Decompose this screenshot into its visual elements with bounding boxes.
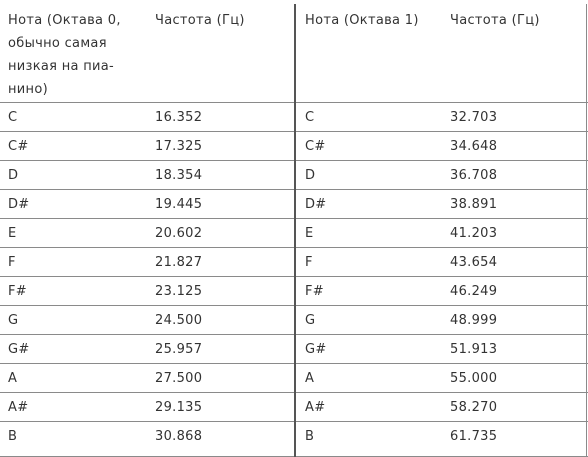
frequency-octave-0-cell: 25.957 <box>155 342 203 357</box>
note-octave-0-cell: F# <box>8 284 27 299</box>
header-frequency-octave-1: Частота (Гц) <box>450 13 540 28</box>
frequency-octave-1-cell: 41.203 <box>450 226 498 241</box>
header-note-octave-0: Нота (Октава 0, обычно самая низкая на п… <box>8 9 121 101</box>
note-octave-1-cell: G# <box>305 342 327 357</box>
note-octave-0-cell: G# <box>8 342 30 357</box>
header-note-octave-1: Нота (Октава 1) <box>305 13 419 28</box>
note-octave-1-cell: D <box>305 168 316 183</box>
note-octave-0-cell: C# <box>8 139 29 154</box>
note-octave-1-cell: B <box>305 429 315 444</box>
note-octave-0-cell: D# <box>8 197 30 212</box>
frequency-octave-0-cell: 29.135 <box>155 400 203 415</box>
table-right-border <box>586 4 587 457</box>
note-octave-1-cell: A# <box>305 400 326 415</box>
frequency-octave-1-cell: 46.249 <box>450 284 498 299</box>
frequency-octave-1-cell: 55.000 <box>450 371 498 386</box>
note-octave-1-cell: A <box>305 371 315 386</box>
note-octave-1-cell: G <box>305 313 316 328</box>
header-note-octave-0-line: обычно самая <box>8 36 107 51</box>
frequency-octave-1-cell: 51.913 <box>450 342 498 357</box>
frequency-octave-0-cell: 17.325 <box>155 139 203 154</box>
note-octave-0-cell: D <box>8 168 19 183</box>
column-group-divider <box>294 4 296 457</box>
frequency-octave-0-cell: 16.352 <box>155 110 203 125</box>
note-octave-1-cell: F <box>305 255 313 270</box>
frequency-octave-1-cell: 43.654 <box>450 255 498 270</box>
frequency-octave-1-cell: 34.648 <box>450 139 498 154</box>
frequency-octave-0-cell: 18.354 <box>155 168 203 183</box>
note-octave-1-cell: E <box>305 226 314 241</box>
note-octave-1-cell: D# <box>305 197 327 212</box>
frequency-octave-0-cell: 19.445 <box>155 197 203 212</box>
frequency-octave-1-cell: 36.708 <box>450 168 498 183</box>
note-octave-1-cell: F# <box>305 284 324 299</box>
frequency-octave-1-cell: 58.270 <box>450 400 498 415</box>
frequency-octave-0-cell: 30.868 <box>155 429 203 444</box>
note-octave-1-cell: C <box>305 110 315 125</box>
note-octave-0-cell: A# <box>8 400 29 415</box>
note-octave-0-cell: G <box>8 313 19 328</box>
note-octave-0-cell: C <box>8 110 18 125</box>
note-octave-0-cell: F <box>8 255 16 270</box>
frequency-octave-0-cell: 21.827 <box>155 255 203 270</box>
frequency-octave-1-cell: 38.891 <box>450 197 498 212</box>
header-frequency-octave-0: Частота (Гц) <box>155 13 245 28</box>
frequency-octave-0-cell: 23.125 <box>155 284 203 299</box>
frequency-octave-1-cell: 61.735 <box>450 429 498 444</box>
header-note-octave-0-line: нино) <box>8 82 48 97</box>
note-octave-0-cell: A <box>8 371 18 386</box>
table-header: Нота (Октава 0, обычно самая низкая на п… <box>0 0 588 103</box>
note-octave-1-cell: C# <box>305 139 326 154</box>
frequency-octave-0-cell: 24.500 <box>155 313 203 328</box>
frequency-octave-1-cell: 48.999 <box>450 313 498 328</box>
frequency-octave-0-cell: 20.602 <box>155 226 203 241</box>
header-note-octave-0-line: низкая на пиа- <box>8 59 115 74</box>
frequency-octave-0-cell: 27.500 <box>155 371 203 386</box>
header-note-octave-0-line: Нота (Октава 0, <box>8 13 121 28</box>
frequency-octave-1-cell: 32.703 <box>450 110 498 125</box>
note-octave-0-cell: E <box>8 226 17 241</box>
note-octave-0-cell: B <box>8 429 18 444</box>
